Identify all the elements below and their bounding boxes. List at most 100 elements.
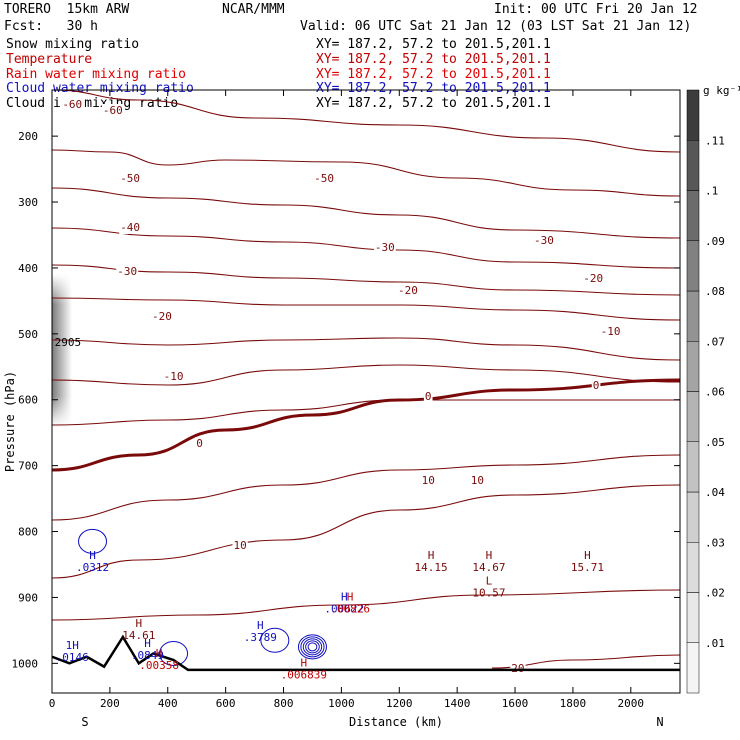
colorbar-tick-label: .02 <box>705 587 725 600</box>
model-title: TORERO 15km ARW <box>4 2 130 17</box>
temperature-contour <box>51 227 681 269</box>
contour-label: -50 <box>120 172 140 185</box>
colorbar-segment <box>686 341 700 392</box>
snow-shading <box>52 274 72 427</box>
temperature-contour <box>51 454 681 521</box>
colorbar-segment <box>686 190 700 241</box>
extremum-symbol: 1H <box>66 639 79 652</box>
cloud-water-contour <box>307 642 318 652</box>
contour-label: -30 <box>534 234 554 247</box>
colorbar-tick-label: .08 <box>705 285 725 298</box>
snow-shading-fade <box>52 274 72 427</box>
temperature-contour <box>51 149 681 197</box>
x-tick-label: 800 <box>274 697 294 710</box>
cloud-water-contours <box>78 528 327 666</box>
extremum-symbol: H <box>341 591 348 604</box>
y-tick-label: 600 <box>18 394 38 407</box>
contour-label-bg <box>162 370 185 383</box>
contour-label-bg <box>119 221 142 234</box>
contour-label: -10 <box>601 325 621 338</box>
temperature-contour <box>51 264 681 296</box>
temperature-contour <box>51 378 681 472</box>
temperature-contour <box>51 484 681 579</box>
contour-label-bg <box>423 390 433 403</box>
extremum-symbol: H <box>136 617 143 630</box>
extremum-value: 14.61 <box>122 629 155 642</box>
extremum-value: .00358 <box>139 659 179 672</box>
y-tick-label: 800 <box>18 526 38 539</box>
extremum-symbol: H <box>257 619 264 632</box>
colorbar-unit: g kg⁻¹ <box>703 84 740 97</box>
terrain <box>51 634 680 672</box>
y-tick-label: 400 <box>18 262 38 275</box>
contour-label: -30 <box>375 241 395 254</box>
contour-label-bg <box>599 325 622 338</box>
x-axis-title: Distance (km) <box>349 715 443 729</box>
colorbar-segment <box>686 391 700 442</box>
contour-label: -60 <box>62 98 82 111</box>
extremum-symbol: H <box>156 647 163 660</box>
colorbar-segment <box>686 642 700 694</box>
contour-label-bg <box>591 379 601 392</box>
extremum-symbol: H <box>486 549 493 562</box>
y-tick-label: 500 <box>18 328 38 341</box>
contour-label: -10 <box>164 370 184 383</box>
field-xy-snow: XY= 187.2, 57.2 to 201.5,201.1 <box>316 37 551 52</box>
y-tick-label: 200 <box>18 130 38 143</box>
y-tick-label: 700 <box>18 460 38 473</box>
contour-label: -20 <box>398 284 418 297</box>
field-xy-cloud-ice: XY= 187.2, 57.2 to 201.5,201.1 <box>316 96 551 111</box>
colorbar-segment <box>686 441 700 493</box>
temperature-contour <box>51 399 680 426</box>
colorbar-tick-label: .1 <box>705 185 718 198</box>
y-tick-label: 300 <box>18 196 38 209</box>
extremum-symbol: H <box>347 591 354 604</box>
extremum-value: .006839 <box>281 669 327 682</box>
contour-label-bg <box>582 272 605 285</box>
field-name-temperature: Temperature <box>6 52 93 67</box>
cloud-water-contour <box>78 528 108 554</box>
extremum-symbol: H <box>300 657 307 670</box>
field-xy-temperature: XY= 187.2, 57.2 to 201.5,201.1 <box>316 52 551 67</box>
temperature-contour <box>51 187 681 239</box>
x-tick-label: 0 <box>49 697 56 710</box>
contour-label-bg <box>232 539 248 552</box>
extremum-symbol: H <box>89 549 96 562</box>
temperature-contour <box>51 337 681 361</box>
contour-label-bg <box>61 98 84 111</box>
contour-label: -20 <box>583 272 603 285</box>
extremum-value: 15.71 <box>571 561 604 574</box>
contour-label: 0 <box>196 437 203 450</box>
cloud-water-contour <box>260 627 290 653</box>
south-label: S <box>81 715 88 729</box>
contour-label-bg <box>469 474 486 487</box>
temperature-contours: -60 -60 -50 -50 -40 -30 -30 -30 -20 -20 -20 -10 -10 0… <box>51 89 681 675</box>
colorbar-segment <box>686 89 700 141</box>
cloud-water-contour <box>159 640 189 666</box>
contour-label-bg <box>397 284 419 297</box>
contour-label-bg <box>533 234 555 247</box>
valid-time: Valid: 06 UTC Sat 21 Jan 12 (03 LST Sat … <box>300 19 692 34</box>
north-label: N <box>656 715 663 729</box>
temperature-contour <box>51 89 681 153</box>
init-time: Init: 00 UTC Fri 20 Jan 12 <box>494 2 698 17</box>
field-xy-cloud-water: XY= 187.2, 57.2 to 201.5,201.1 <box>316 81 551 96</box>
temperature-contour <box>51 364 681 386</box>
cloud-water-contour <box>302 638 323 656</box>
extremum-value: .0146 <box>56 651 89 664</box>
extremum-value: .00826 <box>330 603 370 616</box>
forecast-hour: Fcst: 30 h <box>4 19 98 34</box>
colorbar: .01 .02 .03 .04 .05 .06 .07 .08 .09 .1 .11 g kg⁻¹ <box>686 84 740 694</box>
colorbar-tick-label: .01 <box>705 637 725 650</box>
contour-label-bg <box>420 474 436 487</box>
extremum-symbol: L <box>486 574 493 587</box>
contour-label-bg <box>373 241 396 254</box>
y-tick-label: 1000 <box>12 657 39 670</box>
contour-label: -60 <box>103 104 123 117</box>
x-tick-label: 400 <box>158 697 178 710</box>
x-tick-label: 1800 <box>560 697 587 710</box>
colorbar-tick-label: .04 <box>705 486 725 499</box>
extremum-value: 2905 <box>55 336 82 349</box>
temperature-contour <box>51 589 681 621</box>
